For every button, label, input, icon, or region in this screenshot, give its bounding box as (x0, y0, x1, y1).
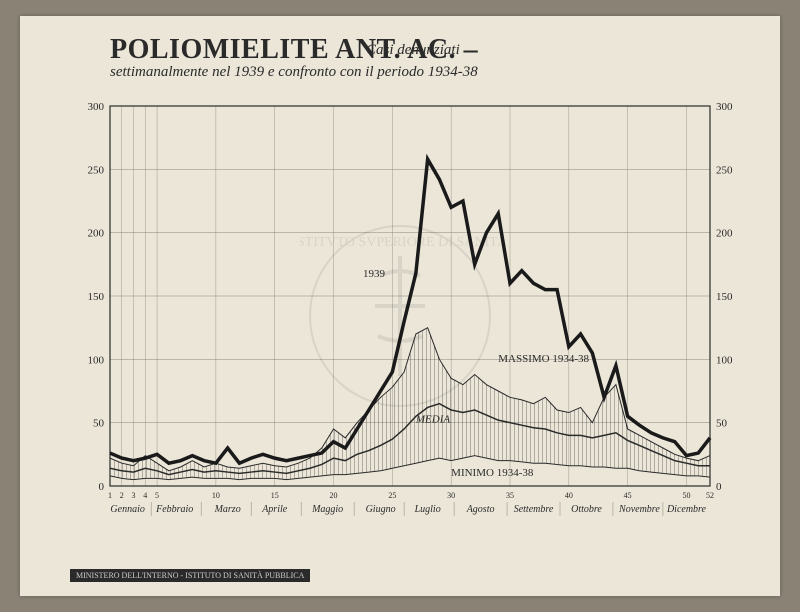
svg-text:4: 4 (143, 491, 147, 500)
month-label: Aprile (261, 504, 288, 515)
svg-text:3: 3 (132, 491, 136, 500)
range-band (110, 328, 710, 480)
month-label: Settembre (514, 504, 554, 515)
svg-text:5: 5 (155, 491, 159, 500)
svg-text:10: 10 (212, 491, 220, 500)
subtitle-line1: Casi denunziati (366, 42, 460, 59)
series-label: MEDIA (415, 414, 450, 426)
series-label: MASSIMO 1934-38 (498, 353, 589, 365)
month-label: Giugno (366, 504, 396, 515)
month-label: Novembre (618, 504, 660, 515)
series-label: 1939 (363, 268, 386, 280)
svg-text:2: 2 (120, 491, 124, 500)
svg-text:20: 20 (330, 491, 338, 500)
svg-text:150: 150 (716, 291, 733, 303)
svg-text:15: 15 (271, 491, 279, 500)
subtitle-line2: settimanalmente nel 1939 e confronto con… (110, 64, 478, 81)
month-label: Ottobre (571, 504, 602, 515)
svg-text:0: 0 (716, 481, 722, 493)
svg-text:35: 35 (506, 491, 514, 500)
document-frame: POLIOMIELITE ANT. AC. – Casi denunziati … (20, 16, 780, 596)
month-label: Marzo (214, 504, 241, 515)
svg-text:52: 52 (706, 491, 714, 500)
svg-text:300: 300 (88, 101, 105, 113)
svg-text:45: 45 (624, 491, 632, 500)
svg-text:200: 200 (88, 228, 105, 240)
svg-text:50: 50 (682, 491, 690, 500)
svg-text:0: 0 (99, 481, 105, 493)
line-chart: 0050501001001501502002002502503003001939… (70, 96, 750, 536)
svg-text:150: 150 (88, 291, 105, 303)
svg-text:30: 30 (447, 491, 455, 500)
svg-text:100: 100 (716, 354, 733, 366)
svg-text:50: 50 (716, 418, 728, 430)
svg-text:100: 100 (88, 354, 105, 366)
month-label: Luglio (414, 504, 441, 515)
svg-text:40: 40 (565, 491, 573, 500)
month-label: Dicembre (666, 504, 707, 515)
svg-text:250: 250 (88, 164, 105, 176)
month-label: Febbraio (155, 504, 193, 515)
svg-text:25: 25 (388, 491, 396, 500)
svg-text:50: 50 (93, 418, 105, 430)
series-label: MINIMO 1934-38 (451, 467, 534, 479)
svg-text:250: 250 (716, 164, 733, 176)
svg-text:200: 200 (716, 228, 733, 240)
month-label: Gennaio (110, 504, 144, 515)
svg-text:300: 300 (716, 101, 733, 113)
svg-text:1: 1 (108, 491, 112, 500)
month-label: Maggio (311, 504, 343, 515)
month-label: Agosto (466, 504, 495, 515)
footer-credit: MINISTERO DELL'INTERNO - ISTITUTO DI SAN… (70, 569, 310, 582)
